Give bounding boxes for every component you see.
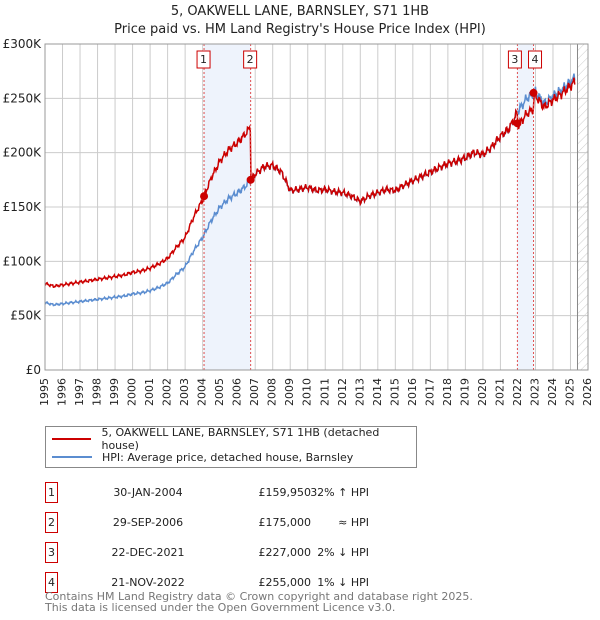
x-tick-label: 2026 [581, 378, 594, 406]
x-tick-label: 1995 [38, 378, 51, 406]
sale-period-shade [204, 44, 251, 370]
table-row: 4 21-NOV-2022 £255,000 1% ↓ HPI [45, 572, 375, 593]
x-tick-label: 2015 [388, 378, 401, 406]
sale-label-box [243, 50, 258, 69]
x-tick-label: 2014 [371, 378, 384, 406]
sale-price: £227,000 [258, 546, 312, 559]
y-tick-label: £0 [26, 363, 41, 377]
sale-label-box [196, 50, 211, 69]
x-tick-label: 2009 [283, 378, 296, 406]
x-tick-label: 2019 [458, 378, 471, 406]
x-tick-label: 2018 [441, 378, 454, 406]
y-tick-label: £250K [3, 91, 43, 105]
x-tick-label: 2016 [406, 378, 419, 406]
hpi-comparison: ≈ HPI [338, 516, 369, 529]
sale-label: 2 [247, 53, 254, 66]
chart-legend: 5, OAKWELL LANE, BARNSLEY, S71 1HB (deta… [45, 426, 417, 468]
sale-point [513, 119, 522, 128]
x-tick-label: 2013 [353, 378, 366, 406]
y-tick-label: £150K [3, 200, 43, 214]
legend-swatch-price [52, 438, 92, 440]
sale-period-shade [517, 44, 534, 370]
price-chart: 1 2 3 4 1995 1996 1997 1998 1999 2000 2001 2002 2003… [3, 37, 594, 406]
x-tick-label: 2004 [196, 378, 209, 406]
x-tick-label: 2012 [336, 378, 349, 406]
x-tick-label: 2022 [511, 378, 524, 406]
x-tick-label: 1998 [91, 378, 104, 406]
x-tick-label: 1999 [108, 378, 121, 406]
x-tick-label: 2001 [143, 378, 156, 406]
hpi-comparison: 32% ↑ HPI [310, 486, 369, 499]
sale-label: 4 [532, 53, 539, 66]
footer: Contains HM Land Registry data © Crown c… [45, 591, 473, 613]
sale-label: 1 [200, 53, 207, 66]
x-tick-label: 2005 [213, 378, 226, 406]
y-tick-label: £300K [3, 37, 43, 51]
sale-number-badge: 2 [45, 512, 58, 533]
x-tick-label: 2000 [126, 378, 139, 406]
legend-label-hpi: HPI: Average price, detached house, Barn… [102, 450, 354, 464]
x-tick-label: 2002 [161, 378, 174, 406]
hpi-comparison: 2% ↓ HPI [317, 546, 369, 559]
x-tick-label: 2007 [248, 378, 261, 406]
table-row: 3 22-DEC-2021 £227,000 2% ↓ HPI [45, 542, 375, 563]
hpi-comparison: 1% ↓ HPI [317, 576, 369, 589]
forecast-hatch [577, 44, 588, 370]
y-tick-label: £200K [3, 146, 43, 160]
sale-price: £159,950 [258, 486, 312, 499]
y-tick-label: £100K [3, 254, 43, 268]
sale-label-box [528, 50, 543, 69]
legend-swatch-hpi [52, 456, 92, 458]
x-tick-label: 2024 [546, 378, 559, 406]
hpi-line [44, 73, 576, 307]
sale-label: 3 [511, 53, 518, 66]
sale-date: 29-SEP-2006 [112, 516, 184, 529]
x-tick-label: 2017 [423, 378, 436, 406]
x-tick-label: 2003 [178, 378, 191, 406]
x-tick-label: 2010 [301, 378, 314, 406]
plot-frame [44, 43, 589, 371]
x-tick-label: 1996 [56, 378, 69, 406]
sale-date: 22-DEC-2021 [111, 546, 185, 559]
sale-label-box [507, 50, 522, 69]
sale-price: £175,000 [258, 516, 312, 529]
x-tick-label: 2021 [493, 378, 506, 406]
chart-subtitle: Price paid vs. HM Land Registry's House … [114, 22, 486, 37]
price-paid-line [44, 77, 576, 289]
chart-title: 5, OAKWELL LANE, BARNSLEY, S71 1HB [170, 4, 430, 19]
footer-line-1: Contains HM Land Registry data © Crown c… [45, 590, 473, 603]
x-tick-label: 1997 [73, 378, 86, 406]
sale-point [529, 88, 538, 97]
table-row: 1 30-JAN-2004 £159,950 32% ↑ HPI [45, 482, 375, 503]
x-tick-label: 2011 [318, 378, 331, 406]
table-row: 2 29-SEP-2006 £175,000 ≈ HPI [45, 512, 375, 533]
x-tick-label: 2023 [528, 378, 541, 406]
sale-date: 30-JAN-2004 [113, 486, 183, 499]
sale-number-badge: 4 [45, 572, 58, 593]
sale-number-badge: 3 [45, 542, 58, 563]
sale-number-badge: 1 [45, 482, 58, 503]
y-tick-label: £50K [10, 309, 42, 323]
legend-label-price: 5, OAKWELL LANE, BARNSLEY, S71 1HB (deta… [101, 426, 380, 452]
x-tick-label: 2008 [266, 378, 279, 406]
x-tick-label: 2020 [476, 378, 489, 406]
x-tick-label: 2025 [563, 378, 576, 406]
sale-date: 21-NOV-2022 [111, 576, 185, 589]
sale-point [246, 175, 255, 184]
footer-line-2: This data is licensed under the Open Gov… [45, 601, 396, 614]
sale-price: £255,000 [258, 576, 312, 589]
x-tick-label: 2006 [231, 378, 244, 406]
sale-point [200, 192, 209, 201]
